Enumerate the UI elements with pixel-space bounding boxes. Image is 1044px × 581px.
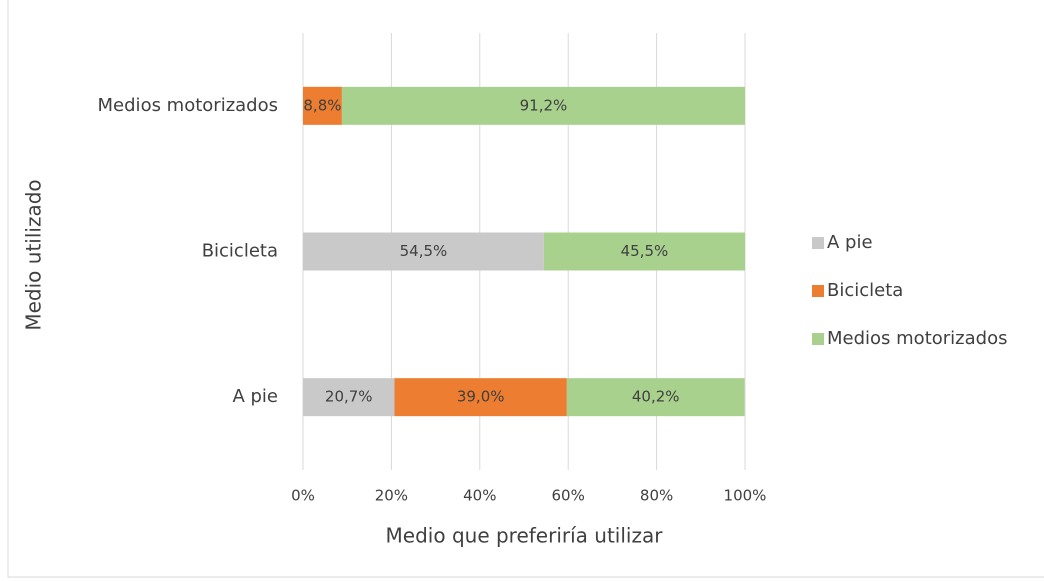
- legend-swatch: [812, 237, 824, 249]
- bar-segment: [566, 378, 745, 417]
- x-tick-label: 0%: [291, 487, 315, 505]
- x-tick-label: 40%: [463, 487, 496, 505]
- y-axis-title: Medio utilizado: [22, 179, 46, 330]
- x-tick-label: 20%: [375, 487, 408, 505]
- data-label: 45,5%: [621, 242, 669, 260]
- legend-swatch: [812, 285, 824, 297]
- bar-segment: [543, 232, 745, 271]
- data-label: 54,5%: [400, 242, 448, 260]
- legend-swatch: [812, 333, 824, 345]
- y-tick-label: A pie: [232, 386, 278, 407]
- bar-segment: [341, 86, 745, 125]
- legend-label: Medios motorizados: [827, 328, 1007, 349]
- data-label: 39,0%: [457, 388, 505, 406]
- bar-segment: [394, 378, 567, 417]
- data-label: 20,7%: [325, 388, 373, 406]
- data-label: 40,2%: [632, 388, 680, 406]
- bar-segment: [303, 86, 342, 125]
- bar-segment: [303, 232, 544, 271]
- x-tick-label: 100%: [724, 487, 767, 505]
- data-label: 91,2%: [520, 96, 568, 114]
- legend-label: Bicicleta: [827, 280, 903, 301]
- x-axis-title: Medio que preferiría utilizar: [386, 524, 664, 548]
- x-tick-label: 80%: [640, 487, 673, 505]
- x-tick-label: 60%: [552, 487, 585, 505]
- data-label: 8,8%: [303, 96, 341, 114]
- y-tick-label: Medios motorizados: [98, 95, 278, 116]
- y-tick-label: Bicicleta: [202, 241, 278, 262]
- chart-border: [7, 0, 1044, 578]
- bar-segment: [303, 378, 395, 417]
- legend-label: A pie: [827, 232, 873, 253]
